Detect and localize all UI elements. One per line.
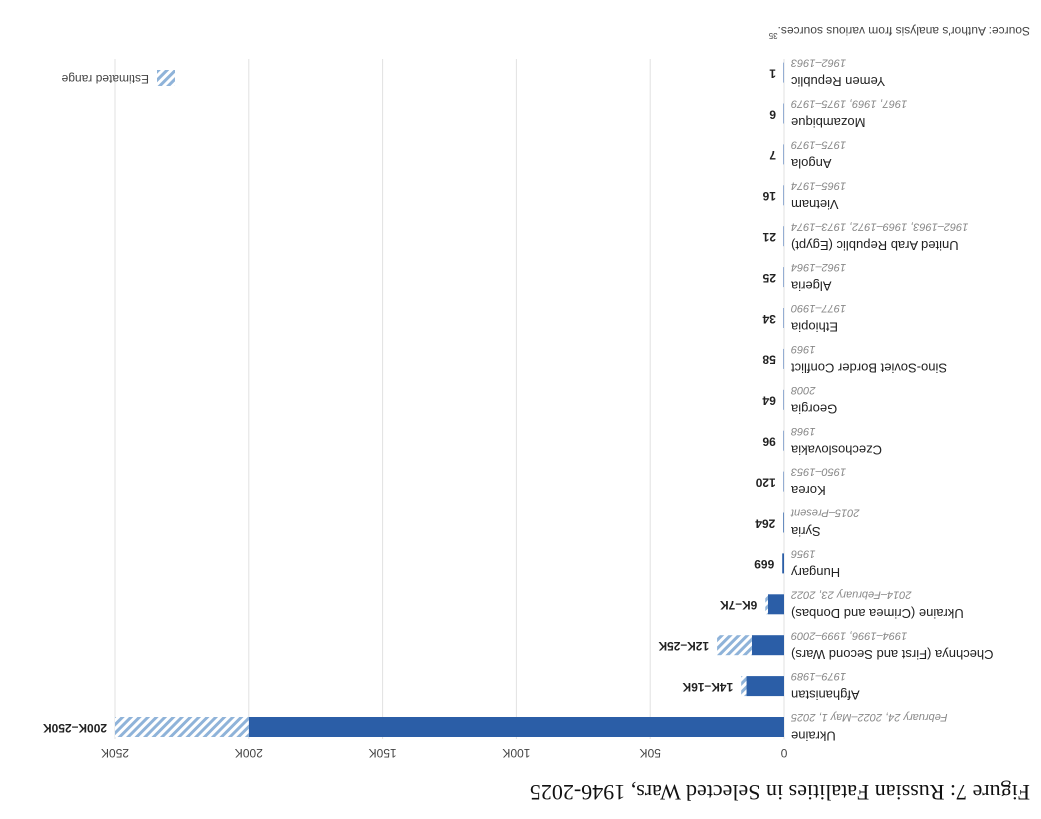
bar	[783, 389, 784, 410]
category-label: Vietnam	[791, 197, 838, 212]
value-label: 64	[762, 394, 776, 408]
category-label: Korea	[790, 483, 825, 498]
category-label: Mozambique	[791, 115, 865, 130]
bar	[783, 267, 784, 288]
value-label: 669	[754, 557, 774, 571]
bar	[751, 635, 784, 656]
value-label: 200K–250K	[43, 721, 107, 735]
date-label: 2015–Present	[790, 507, 860, 519]
range-bar	[115, 717, 249, 737]
date-label: 1962–1964	[791, 261, 846, 273]
bar	[783, 62, 784, 83]
date-label: 1977–1990	[790, 302, 846, 314]
source-text: Source: Author's analysis from various s…	[778, 24, 1030, 38]
value-label: 14K–16K	[682, 680, 733, 694]
bar	[248, 717, 784, 737]
legend-swatch	[157, 70, 175, 86]
bar	[782, 553, 784, 574]
date-label: 1962–1963, 1969–1972, 1973–1974	[791, 220, 968, 232]
bar	[783, 348, 784, 369]
value-label: 12K–25K	[658, 639, 709, 653]
date-label: February 24, 2022–May 1, 2025	[790, 711, 947, 723]
value-label: 1	[769, 66, 776, 80]
value-label: 96	[762, 435, 776, 449]
date-label: 1965–1974	[791, 179, 846, 191]
category-label: Sino-Soviet Border Conflict	[791, 360, 947, 375]
bar	[783, 103, 784, 124]
value-label: 58	[762, 353, 776, 367]
bar	[783, 471, 784, 492]
range-bar	[741, 676, 747, 697]
date-label: 2008	[790, 384, 816, 396]
date-label: 1968	[790, 425, 815, 437]
range-bar	[765, 594, 768, 615]
date-label: 2014–February 23, 2022	[791, 588, 912, 600]
bar	[783, 308, 784, 328]
bar	[783, 512, 784, 533]
value-label: 7	[769, 148, 776, 162]
value-label: 6K–7K	[720, 598, 758, 612]
value-label: 34	[762, 312, 776, 326]
value-label: 25	[762, 271, 776, 285]
category-label: Syria	[790, 524, 820, 539]
category-label: Czechoslovakia	[790, 442, 882, 457]
date-label: 1979–1989	[791, 670, 846, 682]
value-label: 6	[769, 107, 776, 121]
x-tick-label: 0	[780, 746, 787, 760]
date-label: 1962–1963	[790, 57, 846, 69]
bar	[783, 226, 784, 247]
category-label: Angola	[790, 156, 831, 171]
date-label: 1967, 1969, 1975–1979	[791, 98, 907, 110]
legend-label: Estimated range	[61, 72, 149, 86]
bar	[783, 185, 784, 206]
date-label: 1994–1996, 1999–2009	[791, 629, 907, 641]
x-tick-label: 250K	[101, 746, 129, 760]
date-label: 1969	[791, 343, 815, 355]
category-label: Hungary	[791, 565, 841, 580]
category-label: Ethiopia	[790, 320, 838, 335]
date-label: 1956	[790, 547, 815, 559]
category-label: Afghanistan	[791, 688, 860, 703]
source: Source: Author's analysis from various s…	[768, 24, 1030, 40]
category-label: Ukraine (Crimea and Donbas)	[791, 606, 964, 621]
value-label: 120	[755, 475, 775, 489]
category-label: Georgia	[790, 401, 837, 416]
x-tick-label: 150K	[369, 746, 397, 760]
bar	[783, 430, 784, 451]
category-label: United Arab Republic (Egypt)	[791, 238, 959, 253]
bar	[767, 594, 784, 615]
date-label: 1950–1953	[790, 466, 846, 478]
bar	[783, 144, 784, 165]
range-bar	[717, 635, 752, 656]
chart-title: Figure 7: Russian Fatalities in Selected…	[530, 780, 1030, 805]
x-tick-label: 50K	[640, 746, 661, 760]
value-label: 21	[762, 230, 776, 244]
bar	[746, 676, 784, 697]
category-label: Ukraine	[791, 729, 836, 744]
category-label: Chechnya (First and Second Wars)	[791, 647, 994, 662]
value-label: 16	[762, 189, 776, 203]
category-label: Yemen Republic	[791, 74, 886, 89]
value-label: 264	[755, 516, 775, 530]
category-label: Algeria	[790, 279, 831, 294]
date-label: 1975–1979	[791, 138, 846, 150]
x-tick-label: 200K	[235, 746, 263, 760]
source-note: 35	[768, 31, 777, 40]
x-tick-label: 100K	[502, 746, 530, 760]
